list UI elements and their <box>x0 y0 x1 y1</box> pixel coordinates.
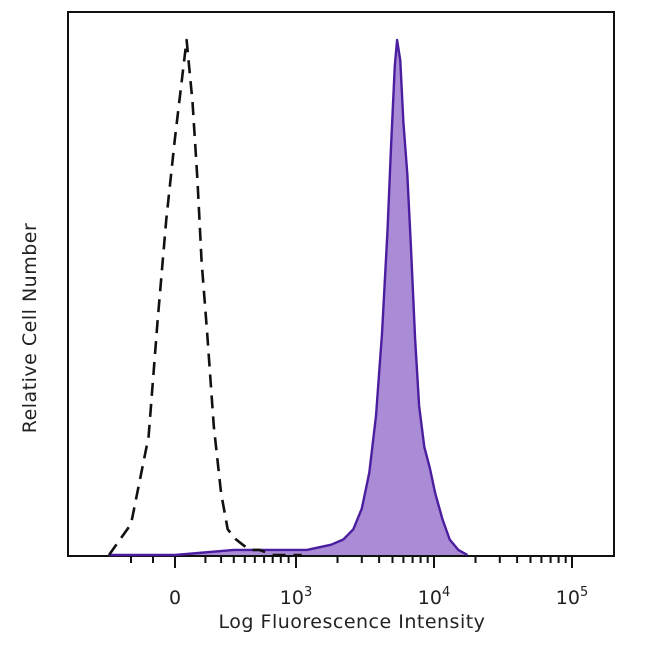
series-layer <box>107 38 469 557</box>
x-axis-tick-labels: 0 103 104 105 <box>169 585 588 609</box>
plot-area-frame <box>67 11 615 557</box>
x-tick-label: 0 <box>169 587 181 609</box>
stained-histogram-line <box>109 38 469 557</box>
stained-histogram-fill <box>109 40 468 555</box>
y-axis-title: Relative Cell Number <box>19 223 41 434</box>
control-histogram-dashed-line <box>107 38 302 557</box>
x-tick-label: 105 <box>556 585 588 609</box>
x-tick-label: 104 <box>418 585 450 609</box>
x-axis-title: Log Fluorescence Intensity <box>219 611 486 633</box>
x-tick-label: 103 <box>280 585 312 609</box>
x-axis-ticks <box>130 556 573 568</box>
